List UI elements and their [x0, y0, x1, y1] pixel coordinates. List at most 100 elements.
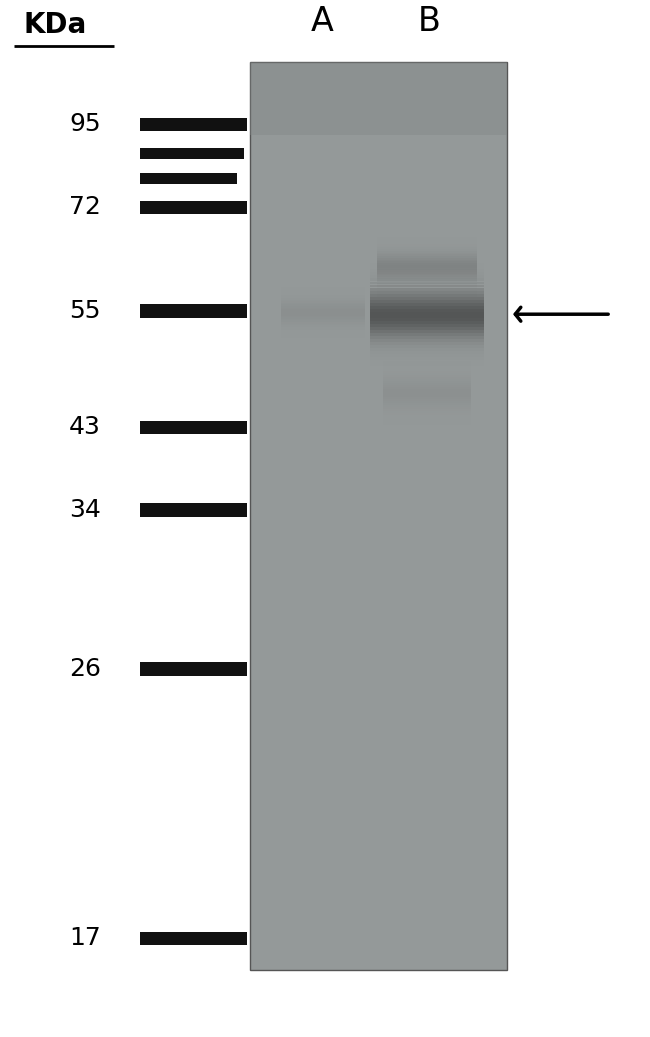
Bar: [377, 291, 477, 293]
Bar: [377, 299, 477, 300]
Bar: [377, 293, 477, 295]
Bar: [140, 663, 247, 676]
Bar: [370, 312, 484, 315]
Bar: [384, 405, 471, 407]
Bar: [370, 315, 484, 317]
Bar: [377, 249, 477, 251]
Bar: [377, 244, 477, 246]
Bar: [370, 345, 484, 348]
Bar: [281, 333, 365, 335]
Bar: [384, 431, 471, 433]
Bar: [370, 290, 484, 293]
Bar: [384, 369, 471, 371]
Bar: [281, 290, 365, 291]
Bar: [281, 284, 365, 285]
Bar: [281, 324, 365, 326]
Bar: [281, 297, 365, 298]
Bar: [370, 330, 484, 333]
Bar: [384, 361, 471, 363]
Bar: [384, 359, 471, 361]
Bar: [370, 366, 484, 369]
Bar: [370, 339, 484, 342]
Bar: [377, 261, 477, 263]
Bar: [384, 380, 471, 382]
Bar: [384, 411, 471, 413]
Bar: [140, 173, 237, 184]
Bar: [384, 357, 471, 359]
Bar: [370, 360, 484, 363]
Bar: [377, 251, 477, 253]
Bar: [384, 429, 471, 431]
Bar: [377, 254, 477, 256]
Bar: [370, 260, 484, 263]
Bar: [140, 147, 244, 159]
Text: 95: 95: [69, 112, 101, 137]
Bar: [384, 382, 471, 383]
Bar: [370, 281, 484, 284]
Bar: [370, 348, 484, 352]
Bar: [370, 327, 484, 330]
Bar: [281, 329, 365, 330]
Bar: [384, 371, 471, 373]
Bar: [377, 246, 477, 248]
Bar: [377, 269, 477, 271]
Bar: [281, 320, 365, 321]
Bar: [281, 308, 365, 309]
Bar: [384, 365, 471, 367]
Bar: [377, 231, 477, 233]
Bar: [377, 274, 477, 276]
Bar: [384, 375, 471, 377]
Bar: [281, 332, 365, 333]
Bar: [370, 352, 484, 355]
Bar: [370, 267, 484, 270]
Bar: [384, 399, 471, 401]
Bar: [281, 285, 365, 287]
Bar: [140, 503, 247, 516]
Bar: [377, 267, 477, 269]
Bar: [377, 289, 477, 291]
Bar: [370, 263, 484, 267]
Text: 55: 55: [70, 299, 101, 324]
Bar: [281, 330, 365, 332]
Bar: [281, 338, 365, 339]
Bar: [370, 293, 484, 297]
Bar: [370, 303, 484, 306]
Bar: [384, 393, 471, 395]
Bar: [377, 281, 477, 282]
Bar: [281, 323, 365, 324]
Bar: [384, 397, 471, 399]
Bar: [281, 335, 365, 336]
Bar: [281, 311, 365, 312]
Bar: [377, 235, 477, 236]
Bar: [370, 257, 484, 260]
Bar: [384, 419, 471, 421]
Bar: [384, 401, 471, 403]
Bar: [140, 117, 247, 131]
Bar: [384, 354, 471, 355]
Bar: [384, 377, 471, 380]
Bar: [384, 423, 471, 425]
Bar: [370, 342, 484, 345]
Bar: [281, 336, 365, 338]
Bar: [281, 293, 365, 295]
Bar: [370, 300, 484, 303]
Bar: [377, 279, 477, 281]
Bar: [370, 358, 484, 360]
Bar: [377, 271, 477, 272]
Bar: [370, 306, 484, 309]
Bar: [370, 309, 484, 312]
Bar: [281, 339, 365, 341]
Bar: [377, 300, 477, 302]
Text: 72: 72: [69, 195, 101, 220]
Bar: [384, 389, 471, 391]
Bar: [281, 302, 365, 303]
Bar: [377, 259, 477, 261]
Bar: [377, 243, 477, 244]
Bar: [370, 324, 484, 327]
Bar: [377, 277, 477, 279]
Bar: [281, 287, 365, 288]
Text: A: A: [310, 5, 333, 38]
Bar: [281, 326, 365, 327]
Bar: [370, 369, 484, 372]
Bar: [377, 297, 477, 299]
